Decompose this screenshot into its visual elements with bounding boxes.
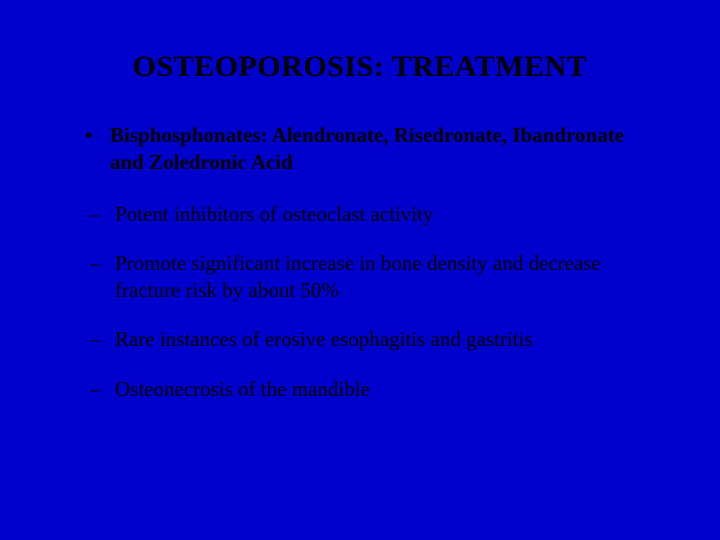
sub-bullet-item: Rare instances of erosive esophagitis an… (90, 326, 660, 353)
sub-bullet-item: Osteonecrosis of the mandible (90, 376, 660, 403)
sub-bullet-item: Potent inhibitors of osteoclast activity (90, 201, 660, 228)
sub-bullet-item: Promote significant increase in bone den… (90, 250, 660, 305)
main-bullet-item: Bisphosphonates: Alendronate, Risedronat… (85, 122, 660, 177)
slide-title: OSTEOPOROSIS: TREATMENT (60, 50, 660, 84)
slide-container: OSTEOPOROSIS: TREATMENT Bisphosphonates:… (0, 0, 720, 540)
main-bullet-list: Bisphosphonates: Alendronate, Risedronat… (60, 122, 660, 177)
sub-bullet-list: Potent inhibitors of osteoclast activity… (60, 201, 660, 403)
